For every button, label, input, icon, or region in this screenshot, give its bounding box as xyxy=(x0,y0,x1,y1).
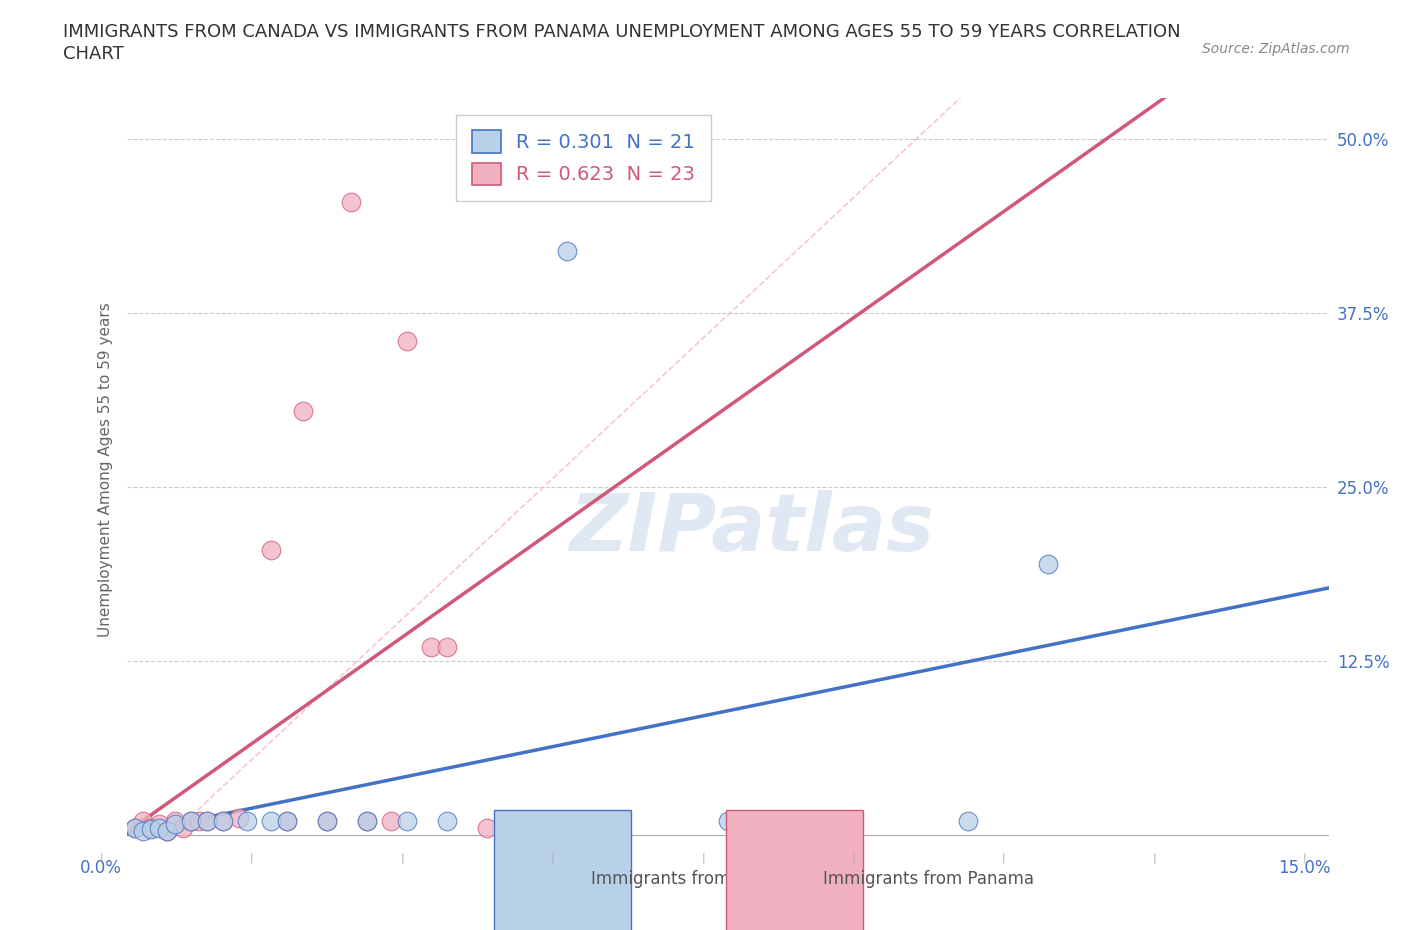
Point xyxy=(155,823,177,838)
Point xyxy=(356,814,378,829)
Point xyxy=(260,814,283,829)
Point xyxy=(211,814,233,829)
Point xyxy=(195,814,218,829)
Point xyxy=(187,814,209,829)
Text: 0.0%: 0.0% xyxy=(80,858,122,877)
Point xyxy=(396,814,419,829)
Point xyxy=(148,817,170,831)
Point xyxy=(139,822,162,837)
Point xyxy=(235,814,259,829)
Point xyxy=(380,814,402,829)
Point xyxy=(396,334,419,349)
Text: Immigrants from Canada: Immigrants from Canada xyxy=(591,870,797,888)
Legend: R = 0.301  N = 21, R = 0.623  N = 23: R = 0.301 N = 21, R = 0.623 N = 23 xyxy=(456,114,710,201)
Point xyxy=(131,814,153,829)
Text: |: | xyxy=(1303,852,1306,863)
Point xyxy=(163,814,186,829)
Text: |: | xyxy=(250,852,253,863)
Point xyxy=(148,820,170,835)
Text: CHART: CHART xyxy=(63,45,124,62)
Point xyxy=(557,243,579,258)
Point xyxy=(716,814,740,829)
Text: |: | xyxy=(551,852,554,863)
Text: ZIPatlas: ZIPatlas xyxy=(569,490,934,568)
Point xyxy=(420,640,443,655)
Point xyxy=(436,814,458,829)
Point xyxy=(131,823,153,838)
Text: |: | xyxy=(702,852,704,863)
Text: |: | xyxy=(1153,852,1156,863)
Point xyxy=(1038,556,1060,571)
Point xyxy=(195,814,218,829)
Point xyxy=(139,820,162,835)
Point xyxy=(228,811,250,826)
Point xyxy=(276,814,298,829)
Point xyxy=(124,820,146,835)
Point xyxy=(124,820,146,835)
Text: Source: ZipAtlas.com: Source: ZipAtlas.com xyxy=(1202,42,1350,56)
Point xyxy=(475,820,498,835)
Point xyxy=(163,817,186,831)
Text: Immigrants from Panama: Immigrants from Panama xyxy=(823,870,1033,888)
Point xyxy=(260,542,283,557)
Text: IMMIGRANTS FROM CANADA VS IMMIGRANTS FROM PANAMA UNEMPLOYMENT AMONG AGES 55 TO 5: IMMIGRANTS FROM CANADA VS IMMIGRANTS FRO… xyxy=(63,23,1181,41)
Point xyxy=(340,194,363,209)
Text: |: | xyxy=(852,852,855,863)
Point xyxy=(180,814,202,829)
Point xyxy=(436,640,458,655)
Point xyxy=(172,820,194,835)
Point xyxy=(276,814,298,829)
Point xyxy=(956,814,979,829)
Point xyxy=(155,823,177,838)
Point xyxy=(211,814,233,829)
Text: |: | xyxy=(100,852,103,863)
Point xyxy=(291,403,314,418)
Text: 15.0%: 15.0% xyxy=(1278,858,1331,877)
Point xyxy=(596,814,619,829)
Point xyxy=(315,814,337,829)
Text: |: | xyxy=(1002,852,1005,863)
Y-axis label: Unemployment Among Ages 55 to 59 years: Unemployment Among Ages 55 to 59 years xyxy=(97,302,112,637)
Text: |: | xyxy=(401,852,404,863)
Point xyxy=(315,814,337,829)
Point xyxy=(356,814,378,829)
Point xyxy=(180,814,202,829)
